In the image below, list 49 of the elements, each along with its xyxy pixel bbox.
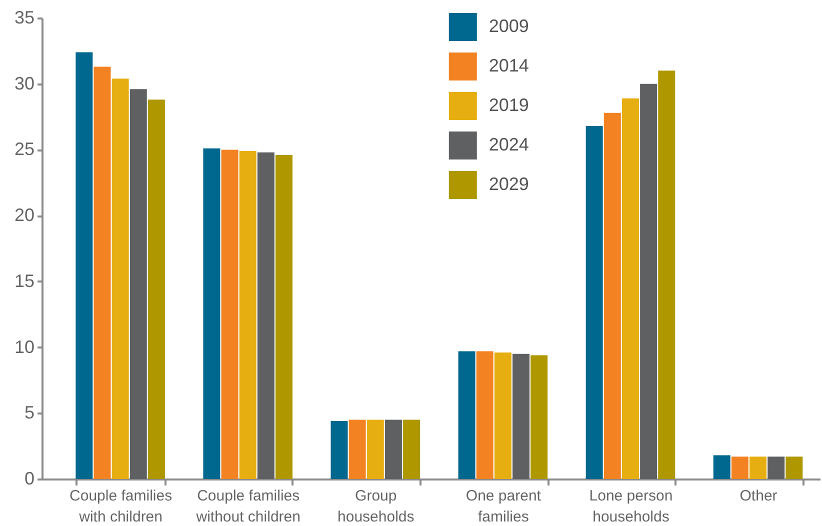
legend-label: 2009 <box>488 16 529 36</box>
bar <box>330 421 348 479</box>
bar <box>622 98 639 479</box>
legend-label: 2014 <box>488 56 529 76</box>
bar <box>94 66 111 479</box>
y-tick-label: 10 <box>14 336 34 357</box>
legend-label: 2029 <box>488 174 529 194</box>
bar <box>512 354 530 479</box>
bar <box>731 456 748 479</box>
x-tick-label: Lone person households <box>589 488 673 526</box>
x-tick-label: Group households <box>338 488 414 526</box>
bar <box>750 456 767 479</box>
bar <box>494 352 512 479</box>
y-tick-label: 15 <box>14 270 34 291</box>
bar <box>239 151 256 479</box>
bar <box>768 456 785 479</box>
bar <box>366 420 384 479</box>
bar <box>713 455 730 479</box>
bar <box>530 355 548 479</box>
bar <box>476 351 494 479</box>
y-tick-label: 5 <box>24 402 34 423</box>
y-tick-label: 30 <box>14 73 34 94</box>
bar <box>640 84 658 479</box>
x-tick-label: Other <box>740 488 778 504</box>
bar <box>148 100 165 479</box>
bar <box>112 78 129 479</box>
bar <box>130 89 147 479</box>
y-tick-label: 25 <box>14 139 34 160</box>
x-tick-label: Couple families with children <box>70 488 172 526</box>
bar <box>658 70 676 479</box>
bar <box>403 420 420 479</box>
legend-label: 2019 <box>488 95 529 115</box>
bar <box>604 112 621 479</box>
bar <box>586 126 603 479</box>
y-tick-label: 20 <box>14 205 34 226</box>
bar <box>221 150 238 479</box>
bar <box>458 351 476 479</box>
bar <box>203 148 220 479</box>
bar <box>384 420 402 479</box>
bar <box>76 52 93 479</box>
y-tick-label: 0 <box>24 468 34 488</box>
bar <box>348 420 366 479</box>
bar <box>786 456 803 479</box>
x-tick-label: One parent families <box>466 488 542 526</box>
legend-label: 2024 <box>488 134 529 154</box>
bar <box>276 154 292 479</box>
bar <box>257 152 274 479</box>
y-tick-label: 35 <box>14 8 34 28</box>
x-tick-label: Couple families without children <box>195 488 300 526</box>
